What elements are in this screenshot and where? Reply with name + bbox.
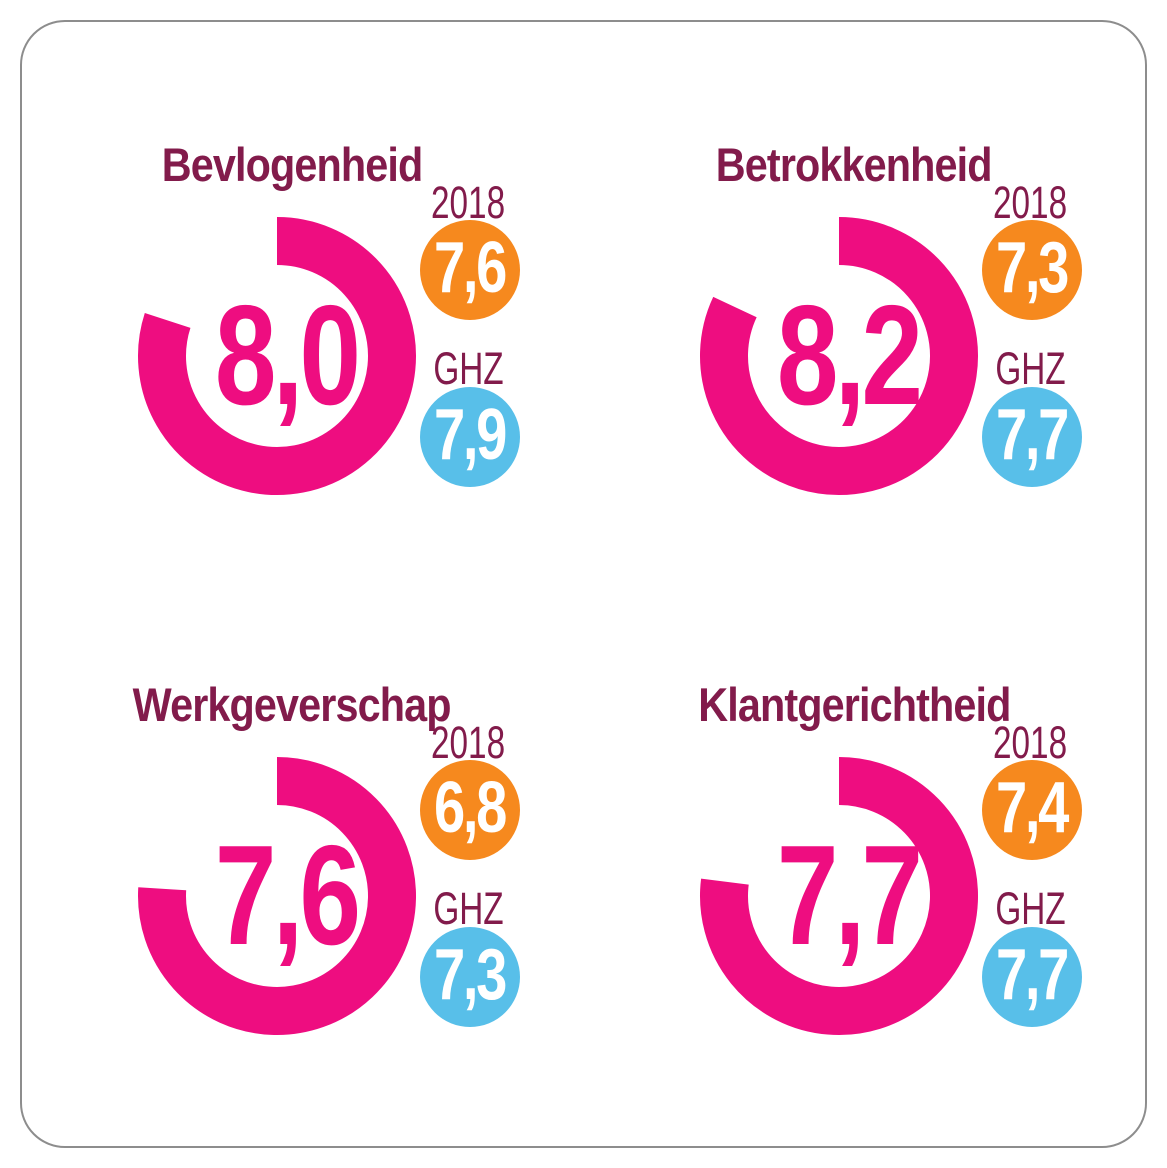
score-value: 7,7 [776, 816, 923, 975]
gauge-arc-path [700, 217, 978, 495]
score-value: 7,6 [214, 816, 361, 975]
year-2018-value: 7,6 [434, 228, 507, 308]
metric-panel-betrokkenheid: Betrokkenheid 8,2 2018 7,3 GHZ 7,7 [594, 82, 1144, 602]
year-2018-label: 2018 [430, 717, 506, 768]
year-2018-badge: 7,3 [982, 220, 1082, 320]
gauge-arc-path [700, 757, 978, 1035]
ghz-value: 7,3 [434, 935, 507, 1015]
ghz-value: 7,7 [996, 935, 1069, 1015]
ghz-badge: 7,9 [420, 387, 520, 487]
metric-title: Bevlogenheid [161, 138, 424, 191]
ghz-badge: 7,7 [982, 927, 1082, 1027]
year-2018-value: 6,8 [434, 768, 507, 848]
score-value: 8,0 [214, 276, 361, 435]
ghz-label: GHZ [994, 883, 1066, 934]
score-gauge [138, 217, 416, 495]
ghz-value: 7,9 [434, 395, 507, 475]
ghz-label: GHZ [432, 343, 504, 394]
ghz-badge: 7,3 [420, 927, 520, 1027]
ghz-value: 7,7 [996, 395, 1069, 475]
year-2018-label: 2018 [430, 177, 506, 228]
infographic-card: Bevlogenheid 8,0 2018 7,6 GHZ 7,9 Betrok… [20, 20, 1147, 1148]
score-value: 8,2 [776, 276, 923, 435]
metric-panel-klantgerichtheid: Klantgerichtheid 7,7 2018 7,4 GHZ 7,7 [594, 622, 1144, 1142]
metric-title: Betrokkenheid [716, 138, 993, 191]
gauge-arc-path [138, 757, 416, 1035]
gauge-arc-path [138, 217, 416, 495]
year-2018-value: 7,4 [996, 768, 1069, 848]
score-gauge [700, 757, 978, 1035]
score-gauge [138, 757, 416, 1035]
year-2018-badge: 6,8 [420, 760, 520, 860]
ghz-label: GHZ [994, 343, 1066, 394]
year-2018-badge: 7,6 [420, 220, 520, 320]
ghz-label: GHZ [432, 883, 504, 934]
metric-panel-werkgeverschap: Werkgeverschap 7,6 2018 6,8 GHZ 7,3 [32, 622, 582, 1142]
year-2018-value: 7,3 [996, 228, 1069, 308]
score-gauge [700, 217, 978, 495]
metric-panel-bevlogenheid: Bevlogenheid 8,0 2018 7,6 GHZ 7,9 [32, 82, 582, 602]
year-2018-label: 2018 [992, 717, 1068, 768]
ghz-badge: 7,7 [982, 387, 1082, 487]
metric-title: Klantgerichtheid [697, 678, 1011, 731]
year-2018-label: 2018 [992, 177, 1068, 228]
metric-title: Werkgeverschap [133, 678, 452, 731]
year-2018-badge: 7,4 [982, 760, 1082, 860]
